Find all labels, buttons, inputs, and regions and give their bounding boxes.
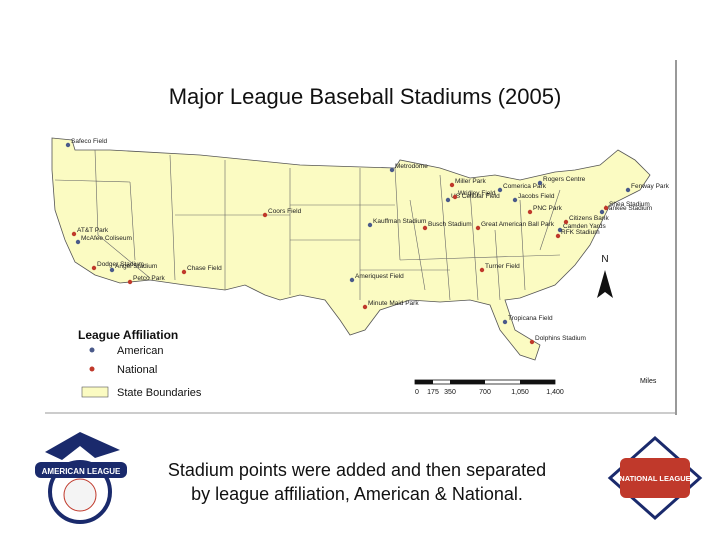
scale-label: 350 (444, 389, 456, 396)
stadium-point (603, 205, 609, 211)
stadium-point (127, 279, 133, 285)
stadium-label: Dolphins Stadium (535, 335, 586, 342)
stadium-label: Fenway Park (631, 183, 670, 190)
stadium-point (367, 222, 373, 228)
stadium-label: Tropicana Field (508, 315, 553, 322)
stadium-point (529, 339, 535, 345)
stadium-label: Yankee Stadium (605, 205, 652, 212)
stadium-point (65, 142, 71, 148)
logo-text: AMERICAN LEAGUE (42, 467, 121, 476)
stadium-label: Jacobs Field (518, 193, 555, 200)
stadium-label: Coors Field (268, 208, 302, 215)
stadium-point (91, 265, 97, 271)
stadium-label: Comerica Park (503, 183, 547, 190)
stadium-point (109, 267, 115, 273)
caption: Stadium points were added and then separ… (168, 460, 546, 480)
stadium-point (75, 239, 81, 245)
map-title: Major League Baseball Stadiums (2005) (169, 84, 562, 109)
stadium-point (555, 233, 561, 239)
north-label: N (601, 254, 608, 265)
stadium-label: Ameriquest Field (355, 273, 404, 280)
nl-logo: NATIONAL LEAGUE (607, 435, 703, 521)
stadium-point (563, 219, 569, 225)
al-logo: AMERICAN LEAGUE (35, 432, 127, 524)
stadium-point (181, 269, 187, 275)
stadium-point (475, 225, 481, 231)
stadium-label: Safeco Field (71, 138, 108, 145)
stadium-point (445, 197, 451, 203)
stadium-label: Camden Yards (563, 223, 607, 230)
stadium-label: Chase Field (187, 265, 222, 272)
stadium-point (502, 319, 508, 325)
stadium-label: Wrigley Field (458, 190, 496, 197)
legend-swatch (81, 386, 109, 398)
legend-title: League Affiliation (78, 328, 178, 342)
stadium-label: Citizens Bank (569, 215, 609, 222)
legend-label: State Boundaries (117, 387, 202, 399)
stadium-label: Petco Park (133, 275, 166, 282)
stadium-point (479, 267, 485, 273)
state-lines (54, 149, 561, 301)
stadium-label: Minute Maid Park (368, 300, 419, 307)
legend-marker (89, 366, 95, 372)
stadium-label: Dodger Stadium (97, 261, 144, 268)
stadium-label: US Cellular Field (451, 193, 500, 200)
stadium-point (449, 182, 455, 188)
scale-label: 1,050 (511, 389, 529, 396)
scale-label: 1,400 (546, 389, 564, 396)
scale-segment (520, 380, 555, 384)
stadium-point (389, 167, 395, 173)
stadium-point (537, 180, 543, 186)
stadium-point (362, 304, 368, 310)
stadium-label: Rogers Centre (543, 176, 586, 183)
stadium-point (71, 231, 77, 237)
stadium-point (599, 209, 605, 215)
scale-bar: 0 175 350 700 1,050 1,400 Miles (414, 378, 657, 396)
stadium-label: Shea Stadium (609, 201, 650, 208)
legend-marker (89, 347, 95, 353)
stadium-point (625, 187, 631, 193)
scale-segment (415, 380, 433, 384)
logo-text: NATIONAL LEAGUE (619, 474, 690, 483)
legend-label: National (117, 364, 157, 376)
caption: by league affiliation, American & Nation… (191, 484, 523, 504)
stadium-label: Busch Stadium (428, 221, 472, 228)
stadium-point (497, 187, 503, 193)
scale-segment (450, 380, 485, 384)
stadiums: Safeco Field McAfee Coliseum Angel Stadium… (65, 138, 670, 345)
stadium-point (262, 212, 268, 218)
scale-label: 700 (479, 389, 491, 396)
stadium-label: Angel Stadium (115, 263, 157, 270)
stadium-point (557, 227, 563, 233)
stadium-label: McAfee Coliseum (81, 235, 132, 242)
scale-label: 175 (427, 389, 439, 396)
north-arrow (597, 270, 613, 298)
legend: American National (89, 345, 163, 376)
stadium-label: AT&T Park (77, 227, 109, 234)
stadium-point (512, 197, 518, 203)
stadium-label: Turner Field (485, 263, 520, 270)
scale-unit: Miles (640, 378, 657, 385)
stadium-point (452, 194, 458, 200)
stadium-label: Kauffman Stadium (373, 218, 426, 225)
stadium-label: RFK Stadium (561, 229, 600, 236)
scale-label: 0 (415, 389, 419, 396)
stadium-label: Miller Park (455, 178, 486, 185)
stadium-point (527, 209, 533, 215)
stadium-label: Metrodome (395, 163, 428, 170)
stadium-point (349, 277, 355, 283)
stadium-point (422, 225, 428, 231)
stadium-label: Great American Ball Park (481, 221, 555, 228)
legend-label: American (117, 345, 163, 357)
stadium-label: PNC Park (533, 205, 563, 212)
